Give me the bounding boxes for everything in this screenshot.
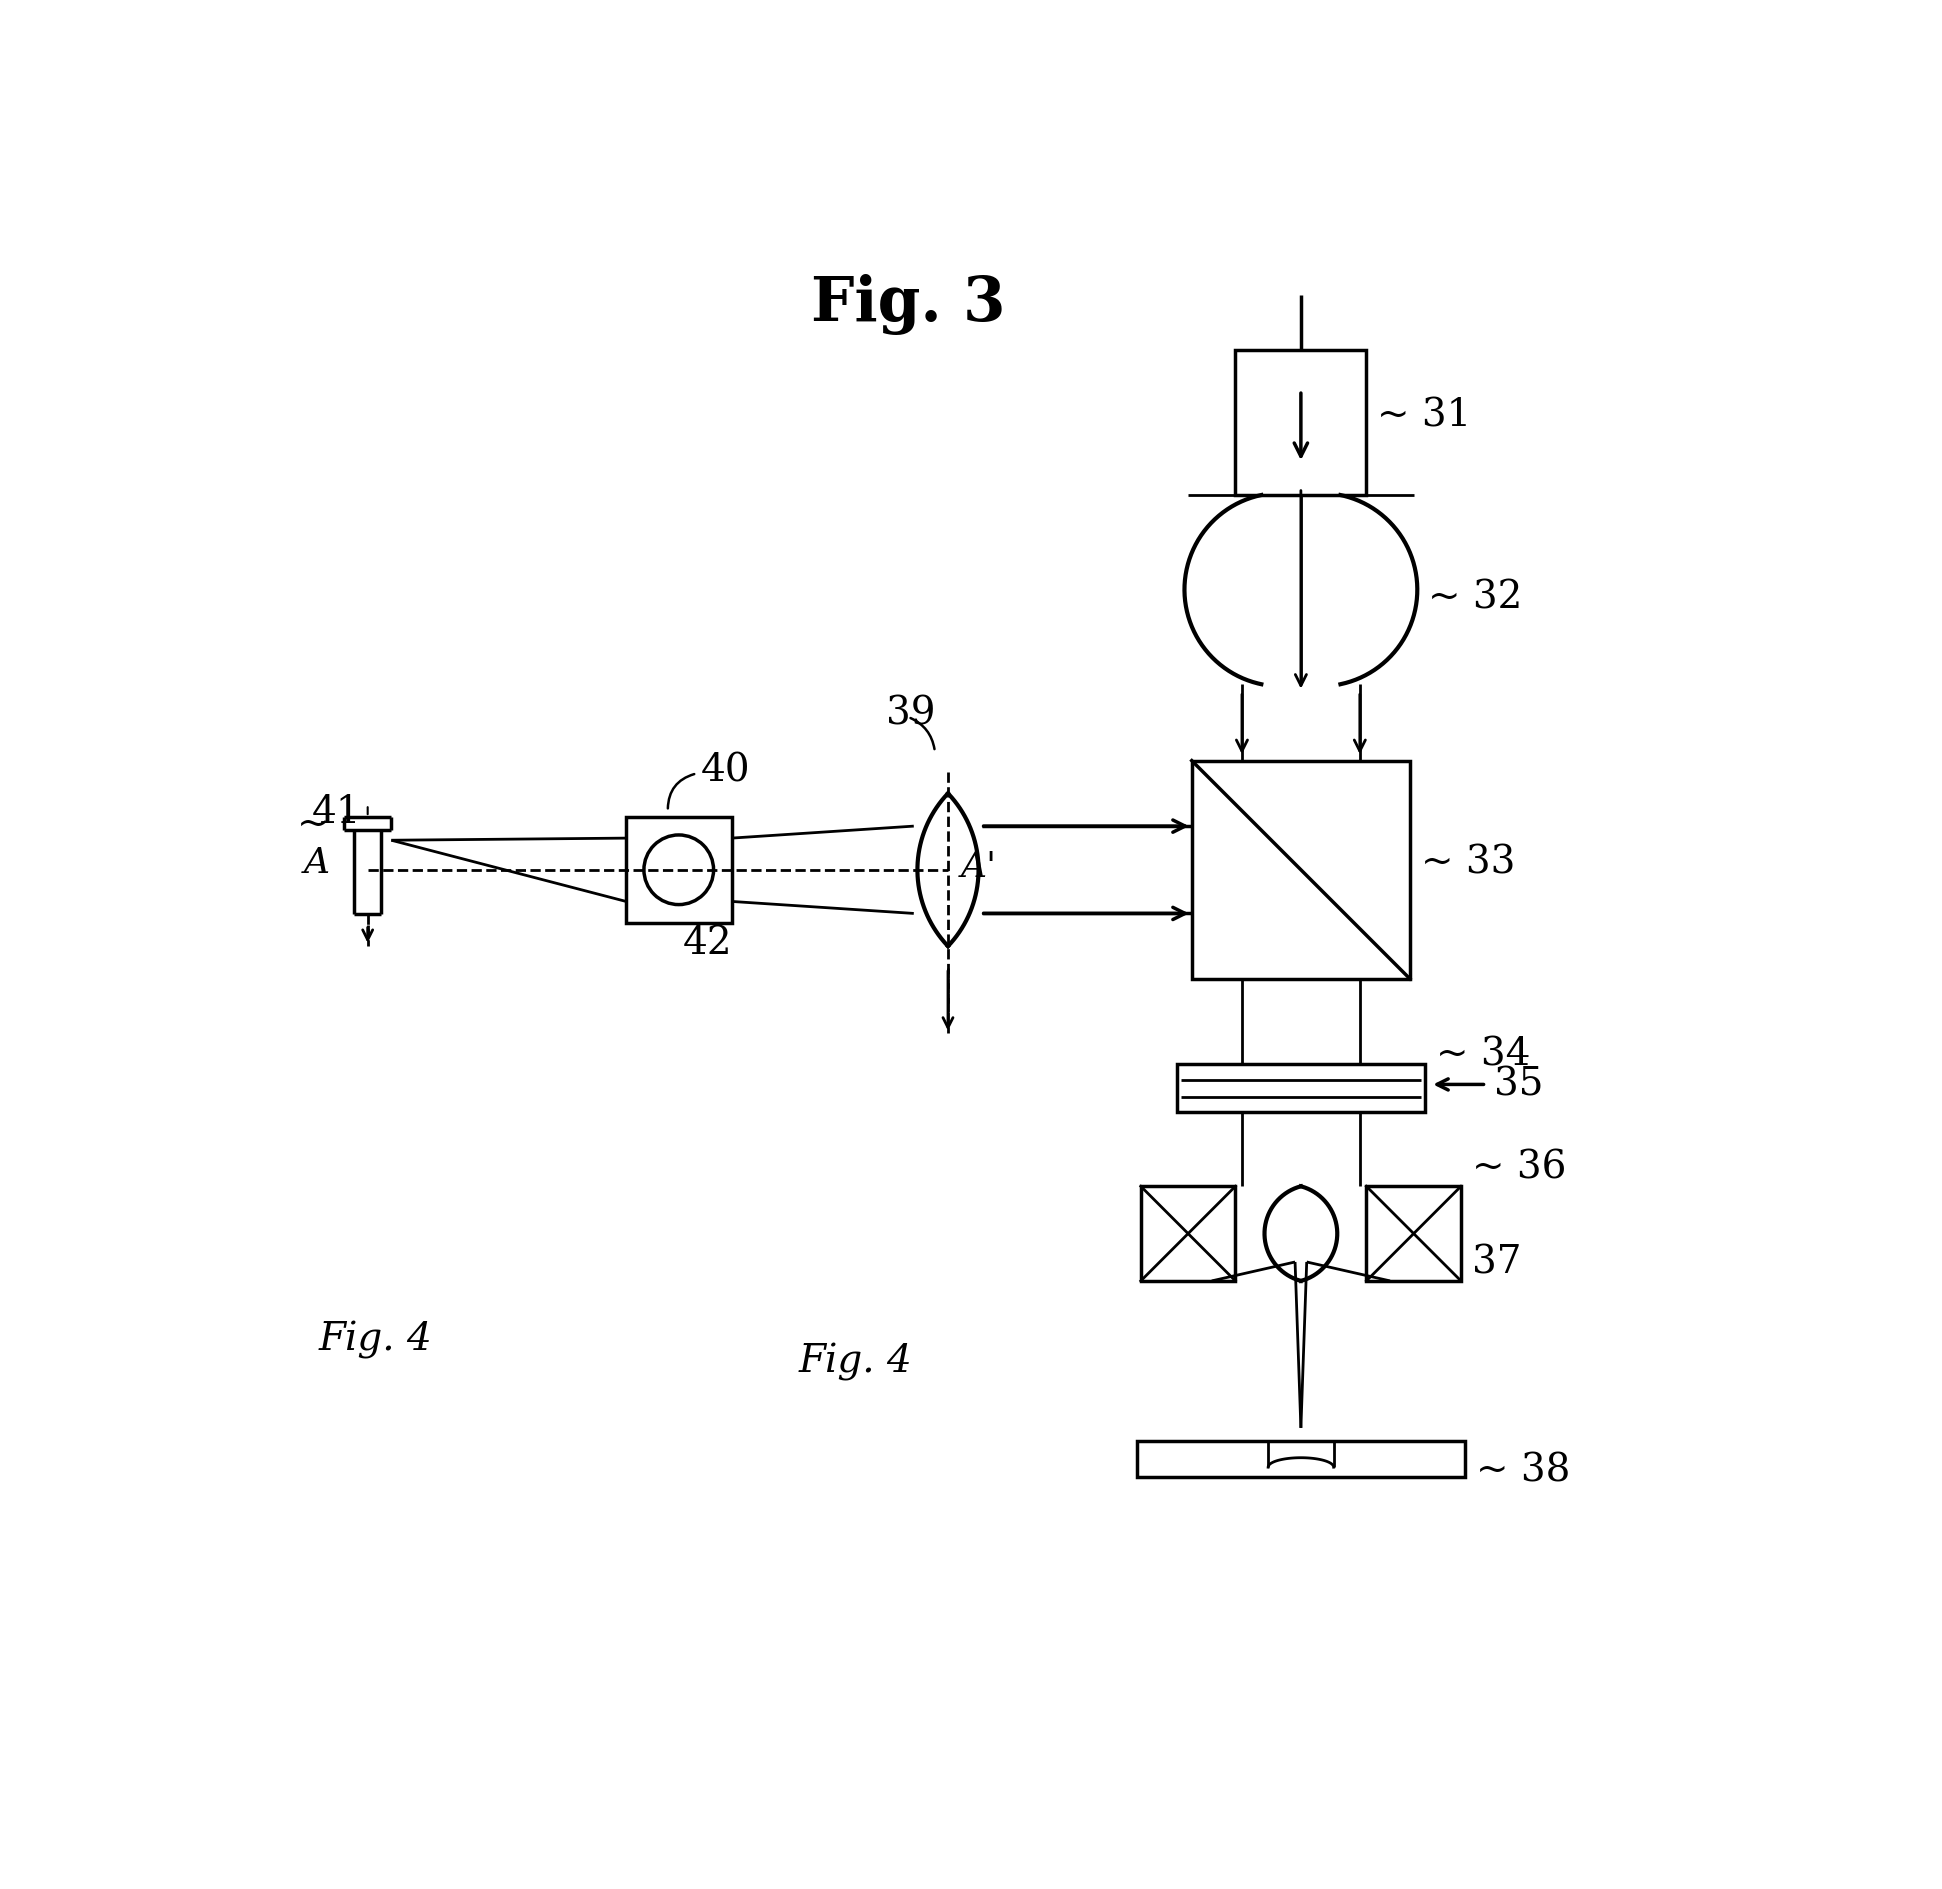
Bar [1138,1441,1464,1477]
Text: ~ 32: ~ 32 [1427,580,1523,616]
Text: 35: 35 [1493,1067,1544,1103]
Text: 42: 42 [682,926,732,962]
Text: Fig. 3: Fig. 3 [810,274,1006,334]
Text: 40: 40 [701,752,750,790]
Bar [1140,1186,1235,1281]
Bar [1177,1065,1425,1113]
Text: A': A' [961,850,996,884]
Bar [1192,761,1410,979]
Bar [625,818,732,924]
Text: ~ 33: ~ 33 [1422,844,1515,882]
Text: 37: 37 [1472,1243,1521,1281]
Text: 41: 41 [313,793,361,831]
Text: ~: ~ [297,805,330,842]
Text: ~ 38: ~ 38 [1476,1453,1569,1489]
Text: ~ 34: ~ 34 [1435,1035,1530,1073]
Text: ~ 36: ~ 36 [1472,1149,1567,1186]
Bar [1235,349,1367,495]
Text: A: A [303,846,330,880]
Bar [1367,1186,1460,1281]
Text: 39: 39 [886,695,936,733]
Text: ~ 31: ~ 31 [1377,397,1472,434]
Text: Fig. 4: Fig. 4 [798,1343,913,1381]
Text: Fig. 4: Fig. 4 [318,1320,433,1358]
